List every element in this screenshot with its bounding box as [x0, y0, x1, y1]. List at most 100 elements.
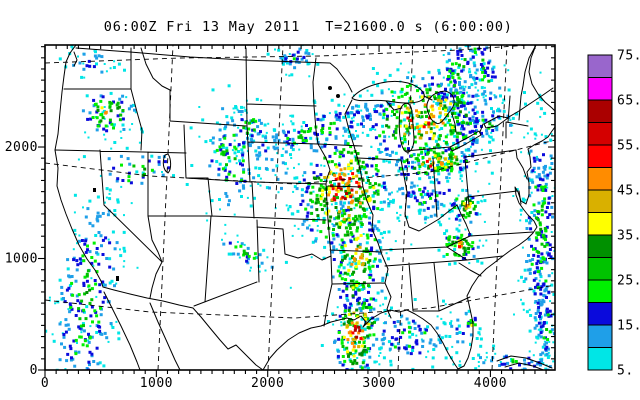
- precip-pixel: [521, 197, 525, 201]
- precip-pixel: [345, 192, 348, 195]
- precip-pixel: [306, 130, 310, 133]
- precip-pixel: [488, 120, 492, 124]
- precip-pixel: [532, 166, 536, 170]
- precip-pixel: [459, 204, 463, 208]
- precip-pixel: [547, 290, 551, 294]
- precip-pixel: [421, 190, 425, 194]
- precip-pixel: [418, 177, 422, 181]
- precip-pixel: [421, 91, 425, 95]
- precip-pixel: [458, 170, 462, 174]
- precip-pixel: [528, 350, 531, 353]
- precip-pixel: [351, 272, 354, 276]
- precip-pixel: [342, 376, 345, 379]
- precip-pixel: [250, 134, 254, 138]
- precip-pixel: [289, 153, 292, 157]
- precip-pixel: [285, 140, 289, 144]
- precip-pixel: [408, 119, 412, 123]
- precip-pixel: [469, 145, 472, 148]
- precip-pixel: [274, 207, 277, 210]
- precip-pixel: [352, 354, 356, 358]
- precip-pixel: [492, 344, 496, 348]
- precip-pixel: [440, 317, 443, 320]
- precip-pixel: [339, 250, 343, 254]
- precip-pixel: [70, 281, 74, 285]
- precip-pixel: [439, 161, 443, 165]
- precip-pixel: [379, 232, 383, 236]
- precip-pixel: [111, 326, 115, 329]
- precip-pixel: [106, 125, 109, 128]
- precip-pixel: [110, 147, 113, 150]
- precip-pixel: [357, 262, 361, 265]
- precip-pixel: [122, 265, 125, 268]
- precip-pixel: [427, 122, 431, 126]
- precip-pixel: [428, 176, 432, 180]
- precip-pixel: [494, 95, 498, 99]
- precip-pixel: [540, 233, 543, 237]
- precip-pixel: [429, 338, 433, 342]
- precip-pixel: [108, 172, 112, 176]
- precip-pixel: [367, 322, 371, 326]
- precip-pixel: [545, 251, 549, 255]
- precip-pixel: [436, 164, 440, 167]
- precip-pixel: [359, 194, 362, 198]
- precip-pixel: [544, 238, 547, 242]
- precip-pixel: [374, 128, 377, 131]
- precip-pixel: [362, 286, 366, 290]
- precip-pixel: [410, 243, 413, 246]
- precip-pixel: [481, 92, 485, 96]
- precip-pixel: [83, 292, 87, 296]
- precip-pixel: [360, 122, 363, 126]
- precip-pixel: [480, 200, 483, 203]
- precip-pixel: [461, 200, 465, 204]
- precip-pixel: [537, 270, 540, 274]
- precip-pixel: [475, 141, 479, 144]
- precip-pixel: [440, 168, 444, 172]
- precip-pixel: [253, 196, 256, 200]
- precip-pixel: [70, 372, 73, 375]
- precip-pixel: [460, 69, 464, 73]
- precip-pixel: [63, 300, 67, 304]
- precip-pixel: [408, 335, 412, 339]
- precip-pixel: [416, 125, 419, 129]
- precip-pixel: [484, 359, 487, 362]
- precip-pixel: [539, 317, 542, 321]
- precip-pixel: [102, 127, 106, 131]
- precip-pixel: [362, 167, 366, 171]
- precip-pixel: [396, 159, 399, 163]
- precip-pixel: [454, 69, 457, 72]
- precip-pixel: [78, 257, 82, 261]
- precip-pixel: [109, 109, 113, 113]
- precip-pixel: [382, 322, 385, 325]
- precip-pixel: [121, 117, 125, 121]
- precip-pixel: [377, 220, 381, 224]
- precip-pixel: [386, 257, 390, 261]
- precip-pixel: [560, 188, 562, 190]
- precip-pixel: [79, 335, 83, 339]
- precip-pixel: [550, 158, 553, 160]
- precip-pixel: [532, 354, 535, 357]
- precip-pixel: [432, 122, 436, 126]
- precip-pixel: [479, 337, 483, 341]
- precip-pixel: [214, 151, 217, 154]
- precip-pixel: [355, 174, 359, 178]
- precip-pixel: [360, 287, 364, 291]
- precip-pixel: [460, 127, 463, 131]
- precip-pixel: [74, 314, 78, 317]
- west-coastline: [54, 45, 104, 288]
- precip-pixel: [465, 165, 469, 169]
- precip-pixel: [346, 350, 349, 354]
- precip-pixel: [83, 76, 86, 79]
- precip-pixel: [350, 262, 354, 266]
- precip-pixel: [403, 104, 407, 108]
- precip-pixel: [487, 160, 491, 164]
- precip-pixel: [420, 195, 424, 199]
- precip-pixel: [536, 101, 540, 105]
- precip-pixel: [454, 115, 458, 119]
- precip-pixel: [340, 277, 344, 281]
- precip-pixel: [451, 345, 454, 348]
- precip-pixel: [407, 375, 410, 378]
- precip-pixel: [82, 206, 84, 209]
- precip-pixel: [367, 320, 371, 324]
- precip-pixel: [442, 192, 446, 195]
